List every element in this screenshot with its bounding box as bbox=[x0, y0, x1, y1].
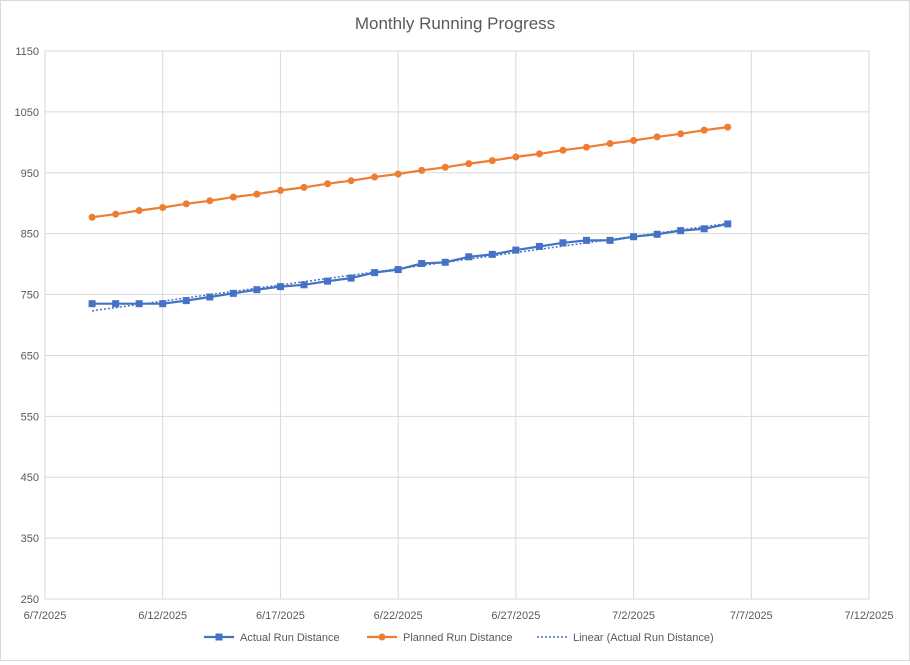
legend-item-planned-run-distance: Planned Run Distance bbox=[367, 632, 512, 644]
plot-area-border bbox=[44, 50, 870, 600]
legend: Actual Run Distance Planned Run Distance L… bbox=[204, 632, 714, 644]
y-tick-label: 950 bbox=[21, 168, 39, 180]
data-point bbox=[582, 143, 590, 151]
x-tick-label: 6/12/2025 bbox=[138, 610, 187, 622]
data-point bbox=[677, 227, 685, 235]
data-point bbox=[276, 186, 284, 194]
data-point bbox=[394, 266, 402, 274]
data-point bbox=[724, 220, 732, 228]
data-point bbox=[606, 236, 614, 244]
legend-marker bbox=[378, 633, 386, 641]
data-point bbox=[159, 300, 167, 308]
y-tick-label: 750 bbox=[21, 290, 39, 302]
y-tick-label: 250 bbox=[21, 594, 39, 606]
x-tick-label: 6/17/2025 bbox=[256, 610, 305, 622]
data-point bbox=[630, 137, 638, 145]
data-point bbox=[371, 269, 379, 277]
data-point bbox=[112, 210, 120, 218]
data-point bbox=[700, 126, 708, 134]
data-point bbox=[465, 253, 473, 261]
data-point bbox=[371, 173, 379, 181]
y-tick-label: 450 bbox=[21, 472, 39, 484]
data-point bbox=[276, 283, 284, 291]
series-line-actual-run-distance bbox=[92, 222, 728, 305]
data-point bbox=[441, 163, 449, 171]
data-point bbox=[653, 133, 661, 141]
y-tick-label: 1050 bbox=[15, 107, 39, 119]
series-layer bbox=[88, 123, 732, 308]
series-actual-run-distance bbox=[88, 220, 732, 308]
data-point bbox=[512, 153, 520, 161]
series-line-planned-run-distance bbox=[91, 126, 728, 219]
data-point bbox=[512, 246, 520, 254]
data-point bbox=[559, 239, 567, 247]
legend-marker bbox=[215, 633, 223, 641]
data-point bbox=[677, 130, 685, 138]
data-point bbox=[606, 140, 614, 148]
gridlines bbox=[44, 50, 870, 600]
data-point bbox=[300, 281, 308, 289]
data-point bbox=[582, 236, 590, 244]
data-point bbox=[88, 213, 96, 221]
data-point bbox=[206, 197, 214, 205]
data-point bbox=[724, 123, 732, 131]
y-tick-label: 650 bbox=[21, 350, 39, 362]
x-axis-tick-labels: 6/7/2025 6/12/2025 6/17/2025 6/22/2025 6/27/… bbox=[24, 610, 894, 622]
data-point bbox=[253, 286, 261, 294]
x-tick-label: 7/2/2025 bbox=[612, 610, 655, 622]
data-point bbox=[535, 242, 543, 250]
data-point bbox=[394, 170, 402, 178]
legend-item-linear-actual-run-distance-: Linear (Actual Run Distance) bbox=[537, 632, 714, 644]
data-point bbox=[418, 260, 426, 268]
data-point bbox=[300, 183, 308, 191]
data-point bbox=[465, 160, 473, 168]
series-planned-run-distance bbox=[88, 123, 732, 221]
data-point bbox=[535, 150, 543, 158]
data-point bbox=[88, 300, 96, 308]
data-point bbox=[229, 193, 237, 201]
data-point bbox=[182, 297, 190, 305]
data-point bbox=[135, 300, 143, 308]
legend-label: Linear (Actual Run Distance) bbox=[573, 632, 714, 644]
data-point bbox=[112, 300, 120, 308]
x-tick-label: 6/27/2025 bbox=[491, 610, 540, 622]
data-point bbox=[488, 157, 496, 165]
y-tick-label: 850 bbox=[21, 229, 39, 241]
data-point bbox=[441, 258, 449, 266]
data-point bbox=[206, 293, 214, 301]
y-tick-label: 350 bbox=[21, 533, 39, 545]
data-point bbox=[182, 200, 190, 208]
y-axis-tick-labels: 250 350 450 550 650 750 850 950 1050 1150 bbox=[15, 46, 39, 606]
data-point bbox=[488, 250, 496, 258]
x-tick-label: 6/22/2025 bbox=[374, 610, 423, 622]
y-tick-label: 550 bbox=[21, 411, 39, 423]
data-point bbox=[347, 177, 355, 185]
data-point bbox=[559, 146, 567, 154]
x-tick-label: 7/7/2025 bbox=[730, 610, 773, 622]
legend-label: Planned Run Distance bbox=[403, 632, 512, 644]
data-point bbox=[324, 180, 332, 188]
data-point bbox=[630, 233, 638, 241]
data-point bbox=[324, 277, 332, 285]
data-point bbox=[253, 190, 261, 198]
data-point bbox=[159, 203, 167, 211]
data-point bbox=[418, 166, 426, 174]
legend-label: Actual Run Distance bbox=[240, 632, 340, 644]
data-point bbox=[229, 289, 237, 297]
data-point bbox=[653, 230, 661, 238]
chart-title: Monthly Running Progress bbox=[355, 14, 555, 33]
y-tick-label: 1150 bbox=[15, 46, 39, 58]
data-point bbox=[135, 207, 143, 215]
plot-frame bbox=[44, 50, 870, 600]
data-point bbox=[700, 225, 708, 233]
x-tick-label: 6/7/2025 bbox=[24, 610, 67, 622]
legend-item-actual-run-distance: Actual Run Distance bbox=[204, 632, 340, 644]
x-tick-label: 7/12/2025 bbox=[845, 610, 894, 622]
data-point bbox=[347, 274, 355, 282]
